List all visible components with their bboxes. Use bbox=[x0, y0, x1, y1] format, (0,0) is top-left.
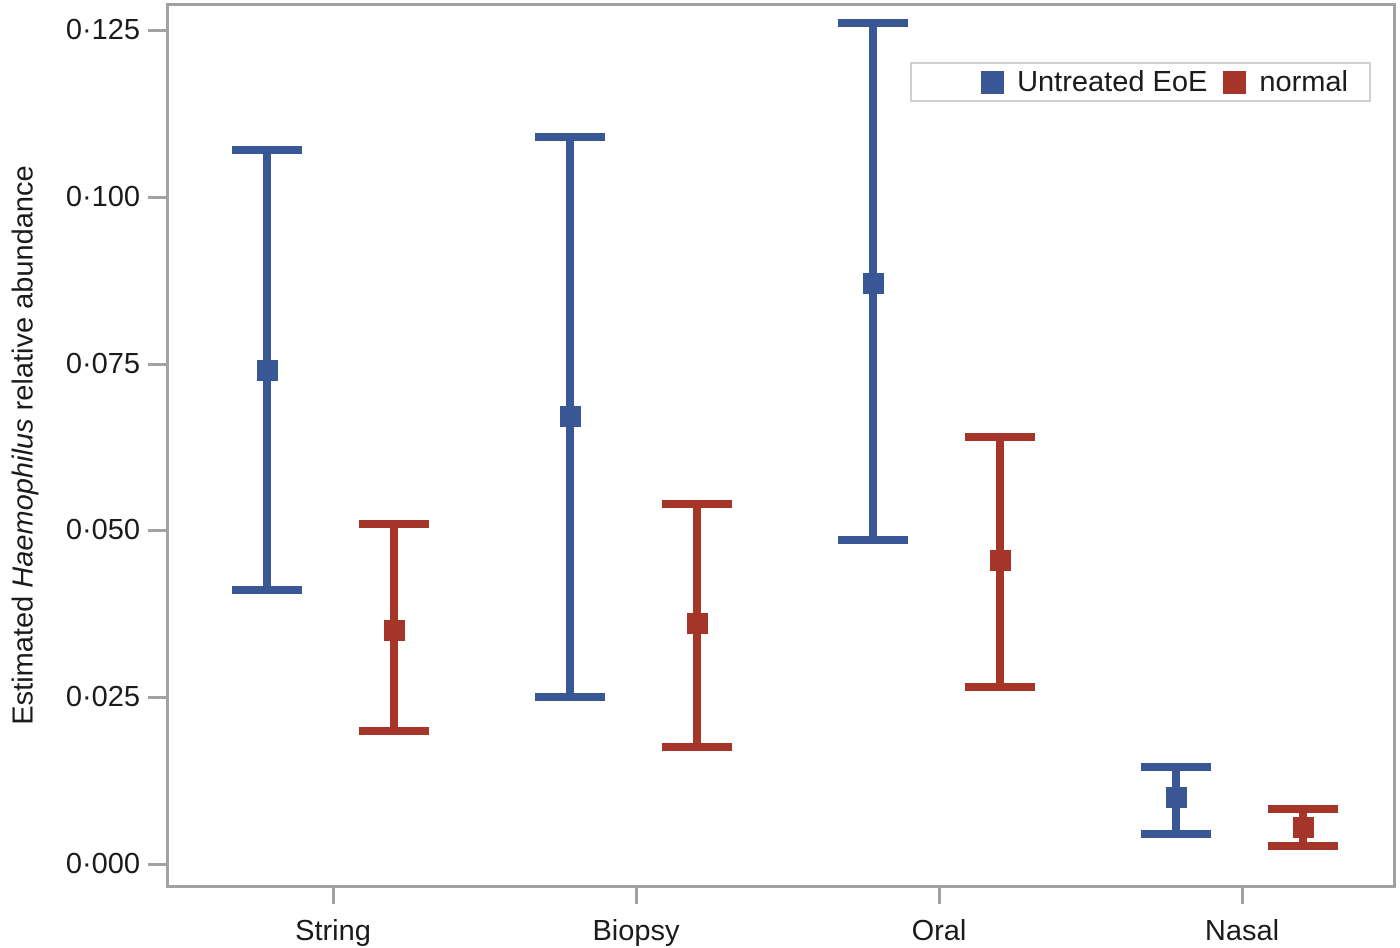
error-bar-upper-cap-untreated-eoe-biopsy bbox=[535, 132, 605, 141]
error-bar-upper-cap-normal-nasal bbox=[1268, 804, 1338, 813]
y-axis-tick bbox=[148, 362, 167, 366]
y-axis-title-italic-part: Haemophilus bbox=[7, 418, 40, 588]
error-bar-upper-cap-untreated-eoe-nasal bbox=[1141, 763, 1211, 772]
y-axis-tick-label: 0·000 bbox=[65, 848, 140, 880]
y-axis-tick-label: 0·100 bbox=[65, 180, 140, 213]
legend-label-untreated-eoe: Untreated EoE bbox=[1017, 65, 1208, 98]
x-axis-tick bbox=[635, 888, 638, 904]
data-point-marker-untreated-eoe-string bbox=[256, 359, 278, 381]
y-axis-tick bbox=[148, 529, 167, 533]
x-axis-tick-label: Oral bbox=[911, 915, 967, 947]
legend: Untreated EoE normal bbox=[910, 62, 1371, 102]
plot-area bbox=[166, 3, 1396, 888]
y-axis-tick-label: 0·075 bbox=[65, 347, 140, 380]
x-axis-tick-label: String bbox=[295, 915, 371, 947]
error-bar-upper-cap-normal-biopsy bbox=[662, 499, 732, 508]
y-axis-title: Estimated Haemophilus relative abundance bbox=[8, 165, 41, 724]
data-point-marker-untreated-eoe-oral bbox=[862, 273, 884, 295]
error-bar-lower-cap-normal-biopsy bbox=[662, 743, 732, 752]
data-point-marker-normal-nasal bbox=[1292, 816, 1314, 838]
legend-label-normal: normal bbox=[1259, 65, 1348, 98]
data-point-marker-normal-oral bbox=[989, 549, 1011, 571]
y-axis-tick bbox=[148, 29, 167, 32]
x-axis-tick bbox=[1241, 888, 1244, 904]
legend-swatch-normal bbox=[1223, 70, 1247, 94]
data-point-marker-normal-string bbox=[383, 619, 405, 641]
error-bar-lower-cap-untreated-eoe-string bbox=[232, 586, 302, 595]
legend-swatch-untreated-eoe bbox=[981, 70, 1005, 94]
error-bar-lower-cap-untreated-eoe-oral bbox=[838, 536, 908, 545]
x-axis-tick-label: Nasal bbox=[1204, 915, 1280, 947]
y-axis-tick bbox=[148, 195, 167, 199]
data-point-marker-untreated-eoe-biopsy bbox=[559, 406, 581, 428]
y-axis-tick-label: 0·025 bbox=[65, 681, 140, 714]
error-bar-lower-cap-untreated-eoe-nasal bbox=[1141, 829, 1211, 838]
data-point-marker-normal-biopsy bbox=[686, 613, 708, 635]
y-axis-tick bbox=[148, 863, 167, 866]
x-axis-tick-label: Biopsy bbox=[592, 915, 680, 947]
error-bar-upper-cap-untreated-eoe-oral bbox=[838, 19, 908, 28]
error-bar-lower-cap-normal-string bbox=[359, 726, 429, 735]
data-point-marker-untreated-eoe-nasal bbox=[1165, 786, 1187, 808]
error-bar-upper-cap-normal-string bbox=[359, 519, 429, 528]
error-bar-lower-cap-untreated-eoe-biopsy bbox=[535, 693, 605, 702]
error-bar-upper-cap-untreated-eoe-string bbox=[232, 146, 302, 155]
x-axis-tick bbox=[938, 888, 941, 904]
error-bar-lower-cap-normal-nasal bbox=[1268, 841, 1338, 850]
y-axis-tick bbox=[148, 696, 167, 700]
y-axis-tick-label: 0·125 bbox=[65, 14, 140, 46]
error-bar-upper-cap-normal-oral bbox=[965, 432, 1035, 441]
x-axis-tick bbox=[332, 888, 335, 904]
error-bar-lower-cap-normal-oral bbox=[965, 683, 1035, 692]
y-axis-tick-label: 0·050 bbox=[65, 514, 140, 547]
